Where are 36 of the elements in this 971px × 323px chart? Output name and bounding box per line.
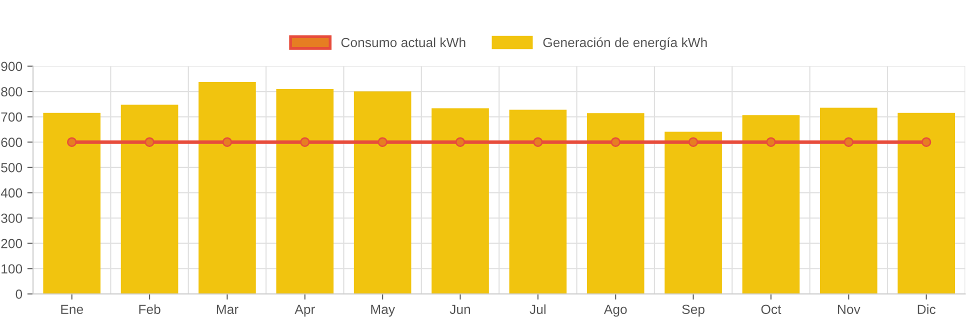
y-tick-label: 600 xyxy=(1,138,22,148)
bar xyxy=(43,112,101,294)
bar xyxy=(664,132,722,294)
y-tick-label: 800 xyxy=(1,87,22,96)
y-tick-label: 700 xyxy=(1,112,22,122)
legend-label: Generación de energía kWh xyxy=(543,37,707,50)
y-tick-label: 0 xyxy=(16,289,22,299)
x-tick-label: Ene xyxy=(61,304,84,314)
x-tick-label: Mar xyxy=(216,304,238,314)
bar xyxy=(509,110,567,294)
bar xyxy=(820,108,878,294)
x-tick-label: Dic xyxy=(918,304,936,314)
legend-label: Consumo actual kWh xyxy=(341,37,466,48)
bar xyxy=(354,91,412,294)
x-tick-label: Apr xyxy=(294,304,315,317)
x-tick-label: Sep xyxy=(682,304,704,317)
x-tick-label: Feb xyxy=(139,304,160,314)
y-tick-label: 400 xyxy=(0,188,22,198)
x-tick-label: Jul xyxy=(530,304,546,314)
bar xyxy=(276,89,334,294)
x-tick-label: Ago xyxy=(604,304,627,317)
y-tick-label: 200 xyxy=(1,238,22,248)
bar xyxy=(198,82,256,294)
x-tick-label: Nov xyxy=(838,304,860,314)
y-tick-label: 100 xyxy=(2,264,22,274)
x-tick-label: Jun xyxy=(450,304,470,314)
bar xyxy=(586,113,644,294)
bar xyxy=(120,104,178,294)
y-tick-label: 300 xyxy=(1,214,22,223)
x-tick-label: May xyxy=(371,304,396,317)
x-tick-label: Oct xyxy=(761,304,782,314)
y-tick-label: 900 xyxy=(1,62,22,72)
bar xyxy=(898,112,955,294)
y-tick-label: 500 xyxy=(1,162,22,172)
bar xyxy=(432,108,489,294)
bar xyxy=(742,115,800,294)
